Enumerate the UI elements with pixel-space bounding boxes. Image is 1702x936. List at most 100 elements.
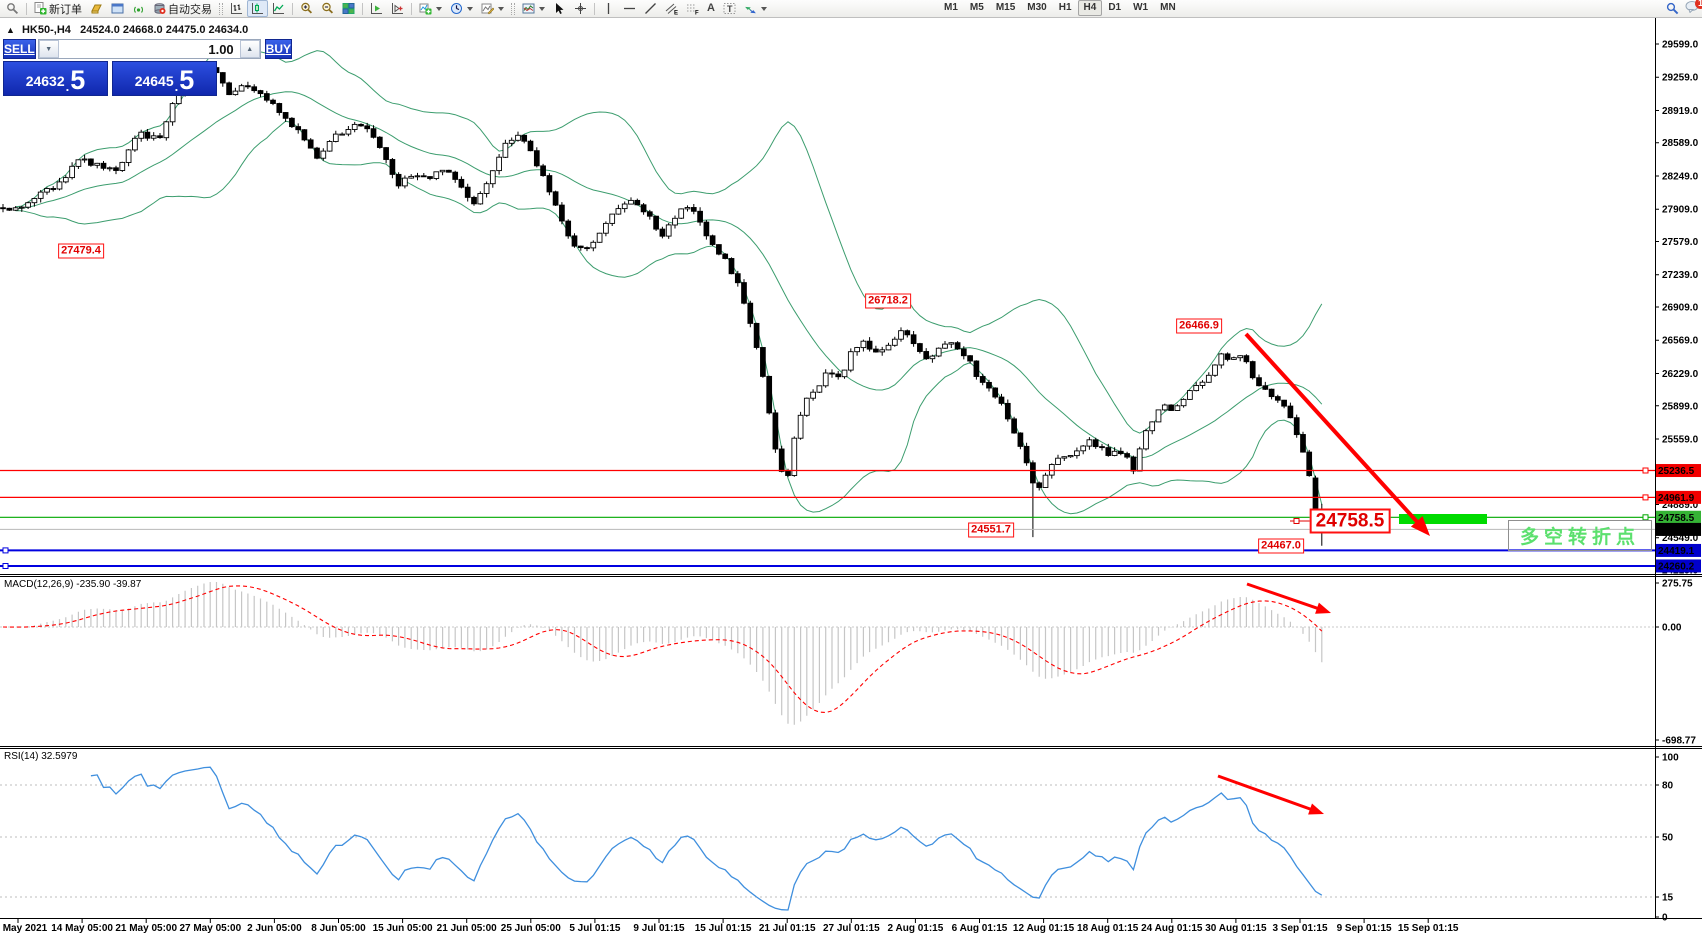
autotrading-button[interactable]: 自动交易	[149, 0, 216, 17]
trend-arrows[interactable]	[1217, 332, 1430, 815]
volume-input[interactable]	[58, 40, 240, 58]
fibonacci-tool[interactable]: F	[682, 0, 703, 17]
vertical-line-tool[interactable]	[598, 0, 619, 17]
periods-button[interactable]	[446, 0, 477, 17]
candlestick-chart-button[interactable]	[247, 0, 268, 17]
svg-text:18 Aug 01:15: 18 Aug 01:15	[1077, 923, 1139, 934]
auto-scroll-button[interactable]	[366, 0, 387, 17]
arrows-dropdown-caret	[760, 6, 767, 11]
timeframe-H1[interactable]: H1	[1058, 2, 1072, 13]
tile-windows-icon	[342, 3, 355, 14]
fibonacci-icon: F	[687, 4, 699, 15]
periods-dropdown-caret	[467, 6, 473, 11]
cursor-tool-button[interactable]	[549, 0, 570, 17]
svg-text:T: T	[727, 4, 733, 14]
notifications-button[interactable]: 1	[1685, 0, 1702, 16]
chart-shift-icon	[392, 3, 403, 14]
sell-price-display[interactable]: 24632 . 5	[3, 61, 108, 96]
svg-text:26569.0: 26569.0	[1662, 336, 1699, 347]
zoom-out-button[interactable]	[317, 0, 338, 17]
svg-text:50: 50	[1662, 833, 1674, 844]
bar-chart-button[interactable]	[226, 0, 247, 17]
svg-text:25236.5: 25236.5	[1658, 466, 1695, 477]
price-axis[interactable]: 29599.0 29259.0 28919.0 28589.0 28249.0 27909…	[1655, 40, 1701, 924]
svg-text:27579.0: 27579.0	[1662, 237, 1699, 248]
signal-icon	[133, 6, 144, 13]
timeframe-D1[interactable]: D1	[1108, 2, 1122, 13]
one-click-toggle-icon[interactable]: ▲	[6, 25, 15, 35]
new-order-button[interactable]: 新订单	[30, 0, 86, 17]
green-highlight-bar[interactable]	[1399, 514, 1487, 524]
text-tool[interactable]: A	[703, 0, 719, 17]
price-flag[interactable]: 26718.2	[865, 293, 911, 309]
timeframe-M1[interactable]: M1	[944, 2, 958, 13]
price-flag[interactable]: 27479.4	[58, 243, 104, 259]
line-chart-button[interactable]	[268, 0, 289, 17]
svg-text:25 Jun 05:00: 25 Jun 05:00	[501, 923, 561, 934]
find-symbol-icon[interactable]	[1666, 2, 1679, 15]
tile-windows-button[interactable]	[338, 0, 359, 17]
profile-button[interactable]	[86, 0, 107, 17]
timeframe-W1[interactable]: W1	[1133, 2, 1149, 13]
buy-price-display[interactable]: 24645 . 5	[112, 61, 217, 96]
price-flag[interactable]: 26466.9	[1176, 318, 1222, 334]
svg-text:24634.0: 24634.0	[1658, 525, 1695, 536]
sell-price-main: 24632	[25, 73, 65, 89]
crosshair-icon	[575, 3, 586, 14]
timeframe-M30[interactable]: M30	[1027, 2, 1047, 13]
turning-point-label[interactable]: 多空转折点	[1508, 520, 1652, 551]
volume-increase-button[interactable]: ▲	[239, 40, 260, 58]
search-button[interactable]	[2, 0, 23, 17]
ohlc-values: 24524.0 24668.0 24475.0 24634.0	[80, 24, 249, 36]
bollinger-bands	[15, 45, 1323, 515]
macd-label: MACD(12,26,9) -235.90 -39.87	[4, 579, 142, 590]
buy-button[interactable]: BUY	[264, 39, 293, 59]
crosshair-tool-button[interactable]	[570, 0, 591, 17]
new-order-label: 新订单	[49, 3, 82, 16]
svg-text:2 Jun 05:00: 2 Jun 05:00	[247, 923, 302, 934]
rsi-label: RSI(14) 32.5979	[4, 751, 78, 762]
macd-indicator	[0, 582, 1655, 725]
price-flag[interactable]: 24758.5	[1309, 508, 1391, 534]
svg-text:27239.0: 27239.0	[1662, 270, 1699, 281]
trendline-tool[interactable]	[640, 0, 661, 17]
svg-text:24889.0: 24889.0	[1662, 500, 1699, 511]
svg-text:27 May 05:00: 27 May 05:00	[179, 923, 241, 934]
channel-icon: E	[665, 3, 678, 15]
toolbar-separator	[292, 2, 293, 15]
svg-text:24549.0: 24549.0	[1662, 533, 1699, 544]
zoom-in-button[interactable]	[296, 0, 317, 17]
rsi-indicator	[0, 766, 1655, 911]
chart-header: ▲ HK50-,H4 24524.0 24668.0 24475.0 24634…	[6, 24, 248, 36]
svg-text:21 Jul 01:15: 21 Jul 01:15	[759, 923, 816, 934]
price-flag[interactable]: 24467.0	[1258, 538, 1304, 554]
svg-text:0: 0	[1662, 913, 1668, 924]
text-label-tool[interactable]: T	[719, 0, 740, 17]
templates-button[interactable]	[477, 0, 508, 17]
svg-text:9 Jul 01:15: 9 Jul 01:15	[633, 923, 685, 934]
toolbar-grip	[511, 2, 515, 15]
sell-button[interactable]: SELL	[3, 39, 36, 59]
svg-text:26909.0: 26909.0	[1662, 303, 1699, 314]
chart-shift-button[interactable]	[387, 0, 408, 17]
text-tool-icon: A	[707, 2, 715, 14]
svg-text:29599.0: 29599.0	[1662, 40, 1699, 51]
sell-price-big-digit: 5	[70, 65, 86, 95]
timeframe-M15[interactable]: M15	[995, 2, 1016, 13]
toolbar-right-group: 1	[1666, 0, 1702, 16]
horizontal-line-icon	[624, 7, 635, 10]
indicators-button[interactable]	[415, 0, 446, 17]
signal-button[interactable]	[128, 0, 149, 17]
equidistant-channel-tool[interactable]: E	[661, 0, 682, 17]
timeframe-H4[interactable]: H4	[1077, 0, 1103, 16]
charts-window-button[interactable]	[107, 0, 128, 17]
arrows-tool-button[interactable]	[740, 0, 771, 17]
horizontal-line-tool[interactable]	[619, 0, 640, 17]
timeframe-MN[interactable]: MN	[1160, 2, 1176, 13]
timeframe-M5[interactable]: M5	[969, 2, 984, 13]
price-flag[interactable]: 24551.7	[968, 522, 1014, 538]
volume-decrease-button[interactable]: ▼	[38, 40, 59, 58]
objects-list-button[interactable]	[518, 0, 549, 17]
